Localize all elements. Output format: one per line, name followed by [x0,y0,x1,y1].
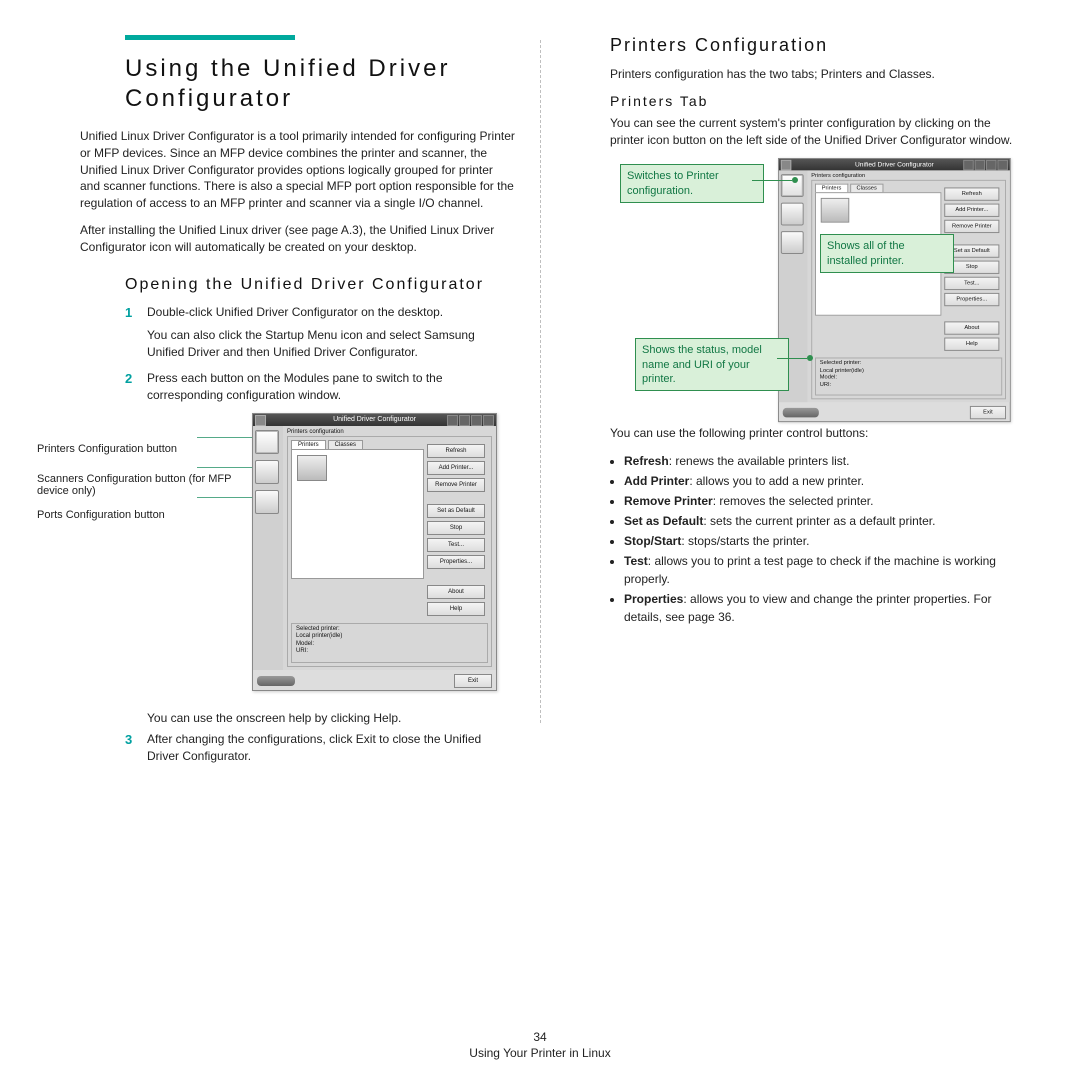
selected-status: Local printer(idle) [296,633,483,641]
step-number: 3 [125,731,132,750]
step-text-alt: You can also click the Startup Menu icon… [147,328,475,359]
page-footer: 34 Using Your Printer in Linux [0,1030,1080,1060]
printers-tab-head: Printers Tab [610,93,1020,109]
help-hint: You can use the onscreen help by clickin… [147,711,515,725]
brand-logo [257,676,295,686]
callout-printers: Printers Configuration button [37,443,252,455]
app-icon [255,415,266,426]
step-3: 3 After changing the configurations, cli… [125,731,515,766]
window-titlebar: Unified Driver Configurator [779,159,1010,170]
refresh-button[interactable]: Refresh [944,188,999,201]
step-text: After changing the configurations, click… [147,732,481,763]
stop-button[interactable]: Stop [427,521,485,535]
selected-printer-panel: Selected printer: Local printer(idle) Mo… [815,358,1002,396]
right-intro: Printers configuration has the two tabs;… [610,66,1020,83]
ports-module-icon[interactable] [781,232,804,255]
exit-button[interactable]: Exit [970,406,1006,419]
exit-button[interactable]: Exit [454,674,492,688]
section-title: Using the Unified Driver Configurator [125,54,515,114]
callout-scanners: Scanners Configuration button (for MFP d… [37,473,252,497]
test-button[interactable]: Test... [427,538,485,552]
step-1: 1 Double-click Unified Driver Configurat… [125,304,515,362]
selected-head: Selected printer: [296,626,483,634]
window-title: Unified Driver Configurator [855,162,934,169]
bullet-item: Test: allows you to print a test page to… [624,552,1020,588]
test-button[interactable]: Test... [944,277,999,290]
selected-model: Model: [296,641,483,649]
selected-uri: URI: [820,382,998,389]
printers-module-icon[interactable] [255,430,279,454]
window-title: Unified Driver Configurator [333,416,416,423]
right-title: Printers Configuration [610,35,1020,56]
remove-printer-button[interactable]: Remove Printer [427,478,485,492]
app-icon [781,160,791,170]
properties-button[interactable]: Properties... [427,555,485,569]
annotation-shows-all: Shows all of the installed printer. [820,234,954,273]
modules-pane [253,426,283,670]
bullet-item: Refresh: renews the available printers l… [624,452,1020,470]
intro-para-1: Unified Linux Driver Configurator is a t… [80,128,515,212]
subsection-title: Opening the Unified Driver Configurator [125,276,515,294]
brand-logo [783,408,819,418]
selected-uri: URI: [296,648,483,656]
intro-para-2: After installing the Unified Linux drive… [80,222,515,256]
scanners-module-icon[interactable] [255,460,279,484]
printer-icon [297,455,327,481]
add-printer-button[interactable]: Add Printer... [427,461,485,475]
footer-caption: Using Your Printer in Linux [0,1046,1080,1060]
configurator-window: Unified Driver Configurator Printers con… [778,158,1011,422]
step-2: 2 Press each button on the Modules pane … [125,370,515,405]
help-button[interactable]: Help [944,338,999,351]
accent-bar [125,35,295,40]
bullet-item: Add Printer: allows you to add a new pri… [624,472,1020,490]
printers-tab-para: You can see the current system's printer… [610,115,1020,149]
window-controls[interactable] [447,415,494,426]
step-number: 2 [125,370,132,389]
bullet-item: Remove Printer: removes the selected pri… [624,492,1020,510]
refresh-button[interactable]: Refresh [427,444,485,458]
bullet-item: Set as Default: sets the current printer… [624,512,1020,530]
about-button[interactable]: About [427,585,485,599]
bullet-item: Stop/Start: stops/starts the printer. [624,532,1020,550]
add-printer-button[interactable]: Add Printer... [944,204,999,217]
configurator-window: Unified Driver Configurator Printers con… [252,413,497,691]
annotation-status: Shows the status, model name and URI of … [635,338,789,391]
bullet-item: Properties: allows you to view and chang… [624,590,1020,626]
step-text: Press each button on the Modules pane to… [147,371,443,402]
callout-ports: Ports Configuration button [37,509,252,521]
group-label: Printers configuration [811,174,1006,180]
window-titlebar: Unified Driver Configurator [253,414,496,426]
group-label: Printers configuration [287,429,492,435]
help-button[interactable]: Help [427,602,485,616]
ports-module-icon[interactable] [255,490,279,514]
window-controls[interactable] [963,160,1008,170]
set-default-button[interactable]: Set as Default [427,504,485,518]
selected-printer-panel: Selected printer: Local printer(idle) Mo… [291,623,488,663]
properties-button[interactable]: Properties... [944,293,999,306]
button-bullets: Refresh: renews the available printers l… [610,452,1020,626]
printer-icon [821,198,850,223]
annotation-switch: Switches to Printer configuration. [620,164,764,203]
remove-printer-button[interactable]: Remove Printer [944,220,999,233]
about-button[interactable]: About [944,322,999,335]
step-text: Double-click Unified Driver Configurator… [147,305,443,319]
page-number: 34 [0,1030,1080,1044]
step-number: 1 [125,304,132,323]
printers-list[interactable] [291,449,424,579]
scanners-module-icon[interactable] [781,203,804,226]
